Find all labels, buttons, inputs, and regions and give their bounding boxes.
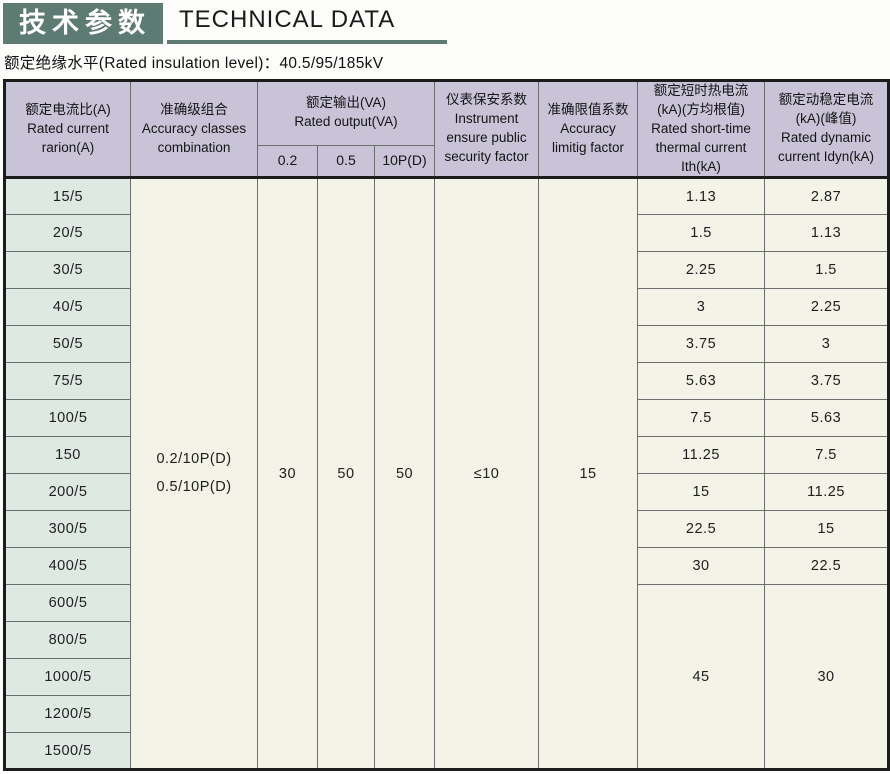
thermal-cell: 15 xyxy=(637,473,766,512)
table-row: 600/5 45 30 xyxy=(4,584,890,771)
header-accuracy-classes: 准确级组合 Accuracy classes combination xyxy=(130,79,258,179)
header-rated-current-ratio: 额定电流比(A) Rated current rarion(A) xyxy=(4,79,131,179)
dynamic-cell: 2.87 xyxy=(764,177,890,216)
ratio-cell: 20/5 xyxy=(4,214,131,253)
output-05-cell: 50 xyxy=(317,177,375,771)
table-row: 400/5 30 22.5 xyxy=(4,547,890,586)
ratio-cell: 1000/5 xyxy=(4,658,131,697)
ratio-cell: 400/5 xyxy=(4,547,131,586)
dynamic-cell: 5.63 xyxy=(764,399,890,438)
dynamic-cell: 1.5 xyxy=(764,251,890,290)
technical-data-table: 额定电流比(A) Rated current rarion(A) 准确级组合 A… xyxy=(3,79,890,772)
ratio-cell: 150 xyxy=(4,436,131,475)
ratio-cell: 300/5 xyxy=(4,510,131,549)
dynamic-cell: 22.5 xyxy=(764,547,890,586)
header-instrument-security-factor: 仪表保安系数 Instrument ensure public security… xyxy=(434,79,540,179)
header-output-10pd: 10P(D) xyxy=(373,144,436,179)
title-underline: TECHNICAL DATA xyxy=(167,3,448,44)
ratio-cell: 15/5 xyxy=(4,177,131,216)
thermal-cell: 3 xyxy=(637,288,766,327)
ratio-cell: 100/5 xyxy=(4,399,131,438)
dynamic-cell: 3.75 xyxy=(764,362,890,401)
thermal-cell: 22.5 xyxy=(637,510,766,549)
table-row: 100/5 7.5 5.63 xyxy=(4,399,890,438)
page-title-en: TECHNICAL DATA xyxy=(179,5,396,33)
thermal-cell: 1.5 xyxy=(637,214,766,253)
ratio-cell: 40/5 xyxy=(4,288,131,327)
header-output-05: 0.5 xyxy=(317,144,375,179)
table-row: 150 11.25 7.5 xyxy=(4,436,890,475)
thermal-merged-cell: 45 xyxy=(637,584,766,771)
dynamic-cell: 15 xyxy=(764,510,890,549)
table-row: 40/5 3 2.25 xyxy=(4,288,890,327)
output-10pd-cell: 50 xyxy=(373,177,436,771)
table-row: 15/5 0.2/10P(D) 0.5/10P(D) 30 50 50 ≤10 … xyxy=(4,177,890,771)
thermal-cell: 1.13 xyxy=(637,177,766,216)
table-row: 30/5 2.25 1.5 xyxy=(4,251,890,290)
page-title-cn: 技术参数 xyxy=(3,3,163,44)
output-02-cell: 30 xyxy=(257,177,318,771)
table-row: 800/5 xyxy=(4,621,889,660)
ratio-cell: 600/5 xyxy=(4,584,131,623)
thermal-cell: 30 xyxy=(637,547,766,586)
dynamic-cell: 3 xyxy=(764,325,890,364)
header-rated-output-group: 额定输出(VA) Rated output(VA) xyxy=(256,80,436,146)
ratio-cell: 1500/5 xyxy=(4,732,131,771)
table-row: 1000/5 xyxy=(4,658,889,697)
ratio-cell: 30/5 xyxy=(4,251,131,290)
thermal-cell: 5.63 xyxy=(637,362,766,401)
table-header-row: 额定电流比(A) Rated current rarion(A) 准确级组合 A… xyxy=(4,79,890,179)
dynamic-cell: 11.25 xyxy=(764,473,890,512)
accuracy-combination-cell: 0.2/10P(D) 0.5/10P(D) xyxy=(130,177,258,771)
header-dynamic-current: 额定动稳定电流 (kA)(峰值) Rated dynamic current I… xyxy=(764,79,890,179)
dynamic-cell: 2.25 xyxy=(764,288,890,327)
dynamic-cell: 1.13 xyxy=(764,214,890,253)
instrument-factor-cell: ≤10 xyxy=(434,177,540,771)
ratio-cell: 50/5 xyxy=(4,325,131,364)
ratio-cell: 200/5 xyxy=(4,473,131,512)
ratio-cell: 1200/5 xyxy=(4,695,131,734)
ratio-cell: 800/5 xyxy=(4,621,131,660)
masthead: 技术参数 TECHNICAL DATA xyxy=(3,3,887,44)
rated-insulation-level: 额定绝缘水平(Rated insulation level)：40.5/95/1… xyxy=(4,55,384,72)
table-row: 75/5 5.63 3.75 xyxy=(4,362,890,401)
table-row: 1500/5 xyxy=(4,732,889,771)
thermal-cell: 2.25 xyxy=(637,251,766,290)
thermal-cell: 11.25 xyxy=(637,436,766,475)
dynamic-cell: 7.5 xyxy=(764,436,890,475)
thermal-cell: 3.75 xyxy=(637,325,766,364)
table-subheader-row: 0.2 0.5 10P(D) xyxy=(5,144,889,179)
header-thermal-current: 额定短时热电流 (kA)(方均根值) Rated short-time ther… xyxy=(637,79,766,179)
table-row: 200/5 15 11.25 xyxy=(4,473,890,512)
thermal-cell: 7.5 xyxy=(637,399,766,438)
limit-factor-cell: 15 xyxy=(538,177,639,771)
header-accuracy-limit-factor: 准确限值系数 Accuracy limitig factor xyxy=(538,79,639,179)
header-output-02: 0.2 xyxy=(257,144,318,179)
dynamic-merged-cell: 30 xyxy=(764,584,890,771)
ratio-cell: 75/5 xyxy=(4,362,131,401)
table-row: 20/5 1.5 1.13 xyxy=(4,214,890,253)
